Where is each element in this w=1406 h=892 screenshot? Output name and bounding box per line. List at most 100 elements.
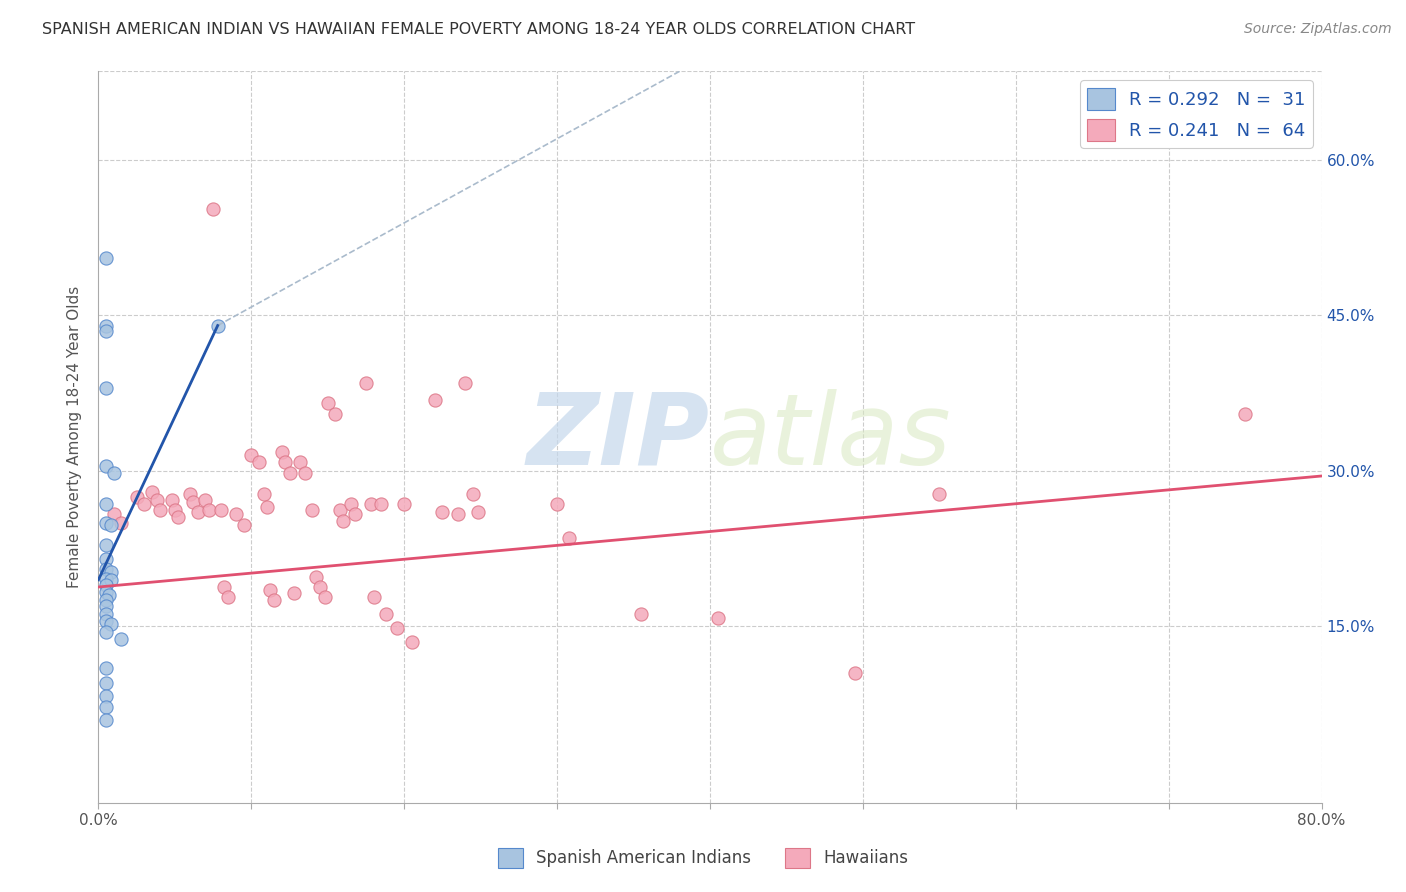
Point (706, 611, 728, 625)
Point (209, 503, 232, 517)
Point (332, 514, 354, 528)
Point (179, 486, 201, 500)
Text: ZIP: ZIP (527, 389, 710, 485)
Point (94, 700, 117, 714)
Point (94, 497, 117, 511)
Point (94, 458, 117, 473)
Point (546, 497, 568, 511)
Point (94, 381, 117, 395)
Point (263, 593, 285, 607)
Point (423, 393, 446, 408)
Point (630, 607, 652, 621)
Point (301, 503, 323, 517)
Point (94, 318, 117, 333)
Point (278, 466, 301, 480)
Point (94, 251, 117, 265)
Point (240, 448, 263, 462)
Point (339, 497, 361, 511)
Point (181, 495, 204, 509)
Point (259, 583, 281, 598)
Text: atlas: atlas (710, 389, 952, 485)
Point (110, 516, 132, 530)
Point (125, 490, 148, 504)
Point (94, 324, 117, 338)
Point (360, 497, 382, 511)
Point (141, 484, 163, 499)
Point (270, 445, 292, 459)
Point (374, 607, 396, 621)
Point (212, 580, 235, 594)
Point (316, 396, 339, 410)
Point (100, 573, 122, 587)
Point (149, 503, 172, 517)
Point (1234, 407, 1257, 421)
Text: Source: ZipAtlas.com: Source: ZipAtlas.com (1244, 22, 1392, 37)
Point (94, 624, 117, 639)
Point (401, 635, 423, 649)
Point (207, 318, 229, 333)
Point (145, 492, 167, 507)
Point (217, 591, 239, 605)
Point (314, 591, 336, 605)
Point (100, 517, 122, 532)
Text: SPANISH AMERICAN INDIAN VS HAWAIIAN FEMALE POVERTY AMONG 18-24 YEAR OLDS CORRELA: SPANISH AMERICAN INDIAN VS HAWAIIAN FEMA… (42, 22, 915, 37)
Point (252, 486, 274, 500)
Point (94, 516, 117, 530)
Point (160, 492, 183, 507)
Point (103, 508, 125, 522)
Point (94, 585, 117, 599)
Point (283, 586, 305, 600)
Point (447, 508, 470, 522)
Point (461, 486, 484, 500)
Point (194, 492, 217, 507)
Point (454, 376, 477, 390)
Point (94, 599, 117, 613)
Point (467, 505, 489, 519)
Point (325, 407, 347, 421)
Point (94, 552, 117, 566)
Point (294, 466, 316, 480)
Point (202, 202, 225, 217)
Point (354, 376, 377, 390)
Point (928, 486, 950, 500)
Point (274, 455, 297, 469)
Point (304, 569, 326, 583)
Point (432, 505, 454, 519)
Point (309, 580, 332, 594)
Point (94, 661, 117, 675)
Point (392, 497, 416, 511)
Point (167, 510, 190, 524)
Point (103, 466, 125, 480)
Point (256, 500, 278, 515)
Point (100, 617, 122, 632)
Point (344, 508, 367, 522)
Point (94, 676, 117, 690)
Point (94, 578, 117, 592)
Point (232, 517, 254, 532)
Point (363, 591, 385, 605)
Point (94, 562, 117, 576)
Y-axis label: Female Poverty Among 18-24 Year Olds: Female Poverty Among 18-24 Year Olds (67, 286, 83, 588)
Point (94, 689, 117, 703)
Point (844, 666, 866, 681)
Point (225, 508, 247, 522)
Point (187, 505, 209, 519)
Point (94, 713, 117, 727)
Legend: R = 0.292   N =  31, R = 0.241   N =  64: R = 0.292 N = 31, R = 0.241 N = 64 (1080, 80, 1313, 148)
Point (94, 539, 117, 553)
Point (329, 503, 352, 517)
Point (100, 566, 122, 580)
Point (385, 622, 408, 636)
Point (94, 607, 117, 621)
Legend: Spanish American Indians, Hawaiians: Spanish American Indians, Hawaiians (491, 841, 915, 875)
Point (94, 614, 117, 628)
Point (290, 455, 312, 469)
Point (163, 503, 186, 517)
Point (197, 503, 219, 517)
Point (247, 455, 270, 469)
Point (558, 531, 581, 545)
Point (370, 497, 392, 511)
Point (134, 497, 156, 511)
Point (110, 632, 132, 646)
Point (98, 588, 121, 602)
